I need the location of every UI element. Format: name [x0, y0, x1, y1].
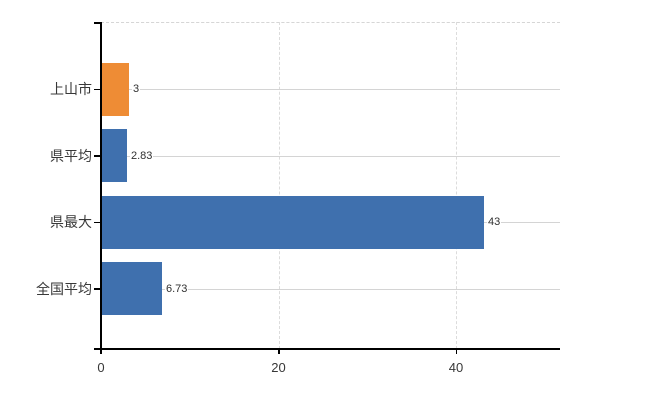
bar-item — [102, 129, 127, 182]
row-gridline — [101, 89, 560, 90]
x-axis-line — [94, 348, 560, 350]
y-axis-line — [100, 22, 102, 354]
category-tick — [94, 88, 101, 90]
category-label: 全国平均 — [36, 280, 92, 297]
x-axis-tick — [278, 349, 280, 354]
bar-item — [102, 262, 162, 315]
category-tick — [94, 221, 101, 223]
y-axis-cap-tick — [94, 22, 101, 24]
bar-value-label: 43 — [487, 215, 502, 229]
plot-top-border — [101, 22, 560, 23]
bar-highlight — [102, 62, 129, 116]
x-gridline-40 — [456, 22, 457, 349]
category-label: 上山市 — [50, 81, 92, 97]
x-axis-tick — [100, 349, 102, 354]
row-gridline — [101, 288, 560, 290]
x-tick-label: 0 — [97, 360, 105, 375]
category-tick — [94, 155, 101, 157]
bar-value-label: 6.73 — [165, 281, 189, 296]
bar-item — [102, 195, 484, 249]
row-gridline — [101, 155, 560, 157]
bar-value-label: 2.83 — [130, 148, 154, 163]
x-tick-label: 20 — [271, 360, 286, 375]
category-tick — [94, 288, 101, 290]
category-label: 県平均 — [50, 147, 92, 164]
bar-value-label: 3 — [132, 82, 141, 96]
x-tick-label: 40 — [448, 360, 464, 375]
category-label: 県最大 — [50, 214, 92, 230]
x-gridline-20 — [278, 22, 280, 349]
x-axis-tick — [455, 349, 457, 354]
